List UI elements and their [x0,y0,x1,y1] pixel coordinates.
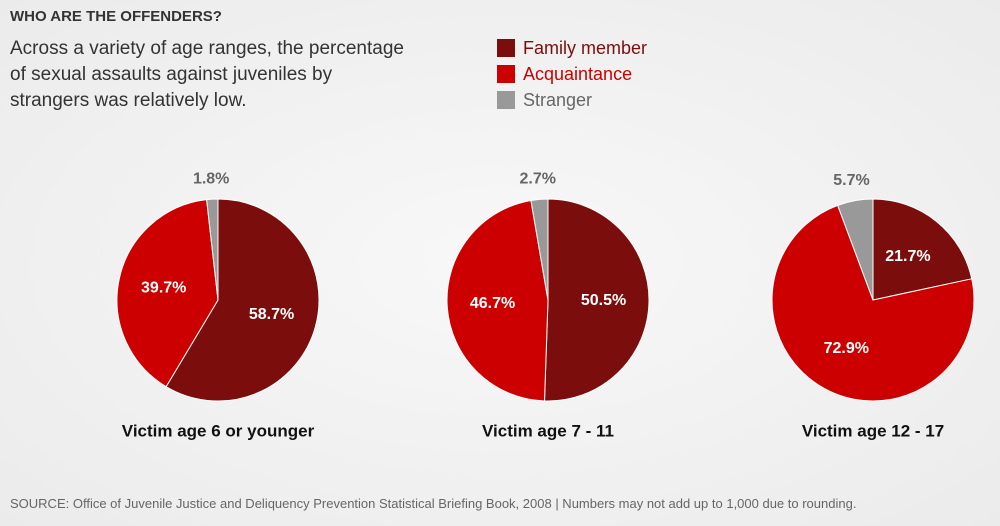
pie-slice [771,204,975,402]
pie-slice [837,198,874,301]
subtitle: Across a variety of age ranges, the perc… [10,38,404,111]
legend-swatch [497,39,515,57]
legend-label: Family member [523,38,647,58]
pie-slice [116,199,219,388]
value-label: 21.7% [885,248,930,265]
pie-slice [530,198,549,301]
value-label: 2.7% [520,171,556,188]
legend-swatch [497,65,515,83]
value-label: 50.5% [581,292,626,309]
pie-slice [872,198,973,301]
pie-title: Victim age 6 or younger [122,421,315,440]
pie-slice [446,199,549,402]
pie-slice [543,198,650,402]
value-label: 46.7% [470,295,515,312]
pie-title: Victim age 7 - 11 [482,421,614,440]
title: WHO ARE THE OFFENDERS? [10,8,222,25]
value-label: 58.7% [249,306,294,323]
value-label: 5.7% [833,172,869,189]
pie-slice [206,198,219,301]
legend-swatch [497,91,515,109]
legend-label: Acquaintance [523,64,632,84]
source: SOURCE: Office of Juvenile Justice and D… [10,496,857,511]
value-label: 1.8% [193,170,229,187]
pie-title: Victim age 12 - 17 [802,421,944,440]
value-label: 72.9% [824,340,869,357]
value-label: 39.7% [141,279,186,296]
legend-label: Stranger [523,90,592,110]
pie-slice [165,198,320,402]
